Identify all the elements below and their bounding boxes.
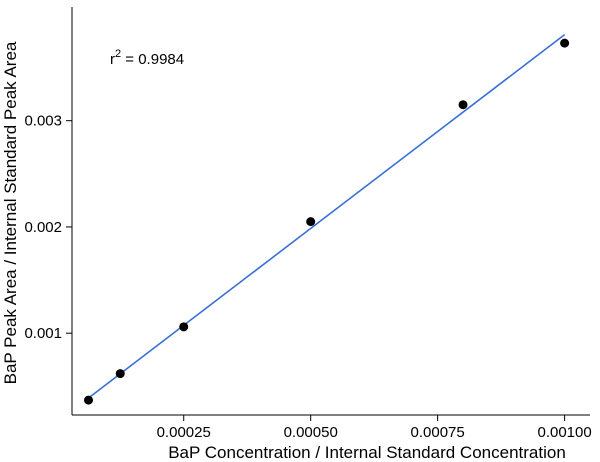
y-ticks: 0.001 0.002 0.003: [24, 113, 72, 342]
r-superscript: 2: [115, 48, 121, 60]
r-squared-value: = 0.9984: [121, 51, 184, 68]
data-point: [560, 38, 570, 48]
x-tick-label: 0.00050: [284, 424, 338, 441]
y-tick-label: 0.003: [24, 113, 62, 130]
x-tick-label: 0.00100: [537, 424, 591, 441]
data-point: [458, 100, 468, 110]
x-tick-label: 0.00075: [411, 424, 465, 441]
fit-line-layer: [88, 33, 566, 399]
x-tick-label: 0.00025: [157, 424, 211, 441]
data-point: [115, 369, 125, 379]
data-point: [84, 395, 94, 405]
y-tick-label: 0.002: [24, 219, 62, 236]
y-axis-title: BaP Peak Area / Internal Standard Peak A…: [1, 41, 20, 384]
r-squared-annotation: r2 = 0.9984: [110, 48, 184, 68]
data-point: [306, 217, 316, 227]
x-ticks: 0.00025 0.00050 0.00075 0.00100: [157, 415, 592, 441]
regression-line: [88, 33, 566, 399]
axes: [71, 7, 590, 416]
r-symbol: r: [110, 51, 115, 68]
x-axis-title: BaP Concentration / Internal Standard Co…: [168, 443, 566, 462]
data-point: [179, 322, 189, 332]
points-layer: [84, 38, 570, 405]
y-tick-label: 0.001: [24, 325, 62, 342]
